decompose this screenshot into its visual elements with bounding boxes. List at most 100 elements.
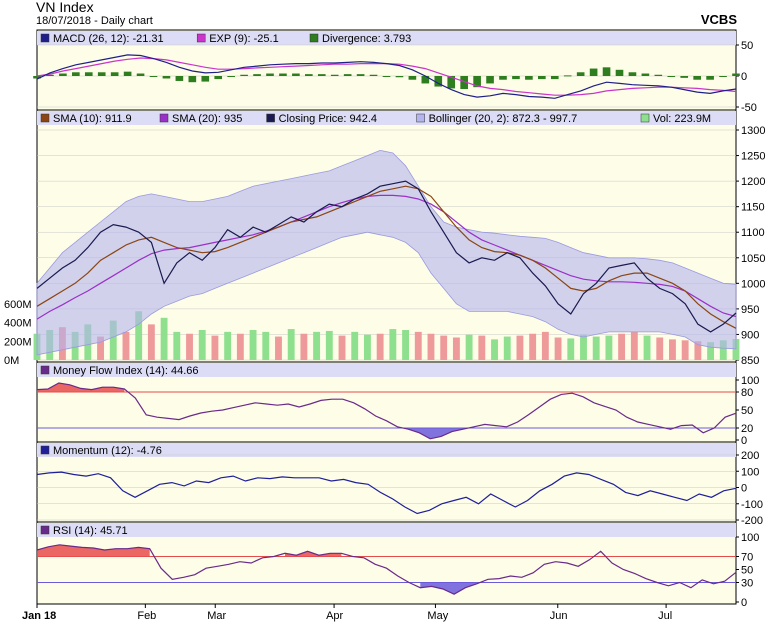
- y-tick-label: 0: [741, 71, 747, 83]
- divergence-bar: [680, 76, 689, 78]
- divergence-bar: [550, 76, 559, 80]
- divergence-bar: [214, 76, 223, 80]
- divergence-bar: [175, 76, 184, 81]
- divergence-bar: [732, 73, 740, 76]
- divergence-bar: [123, 71, 132, 76]
- legend-entry: Closing Price: 942.4: [279, 113, 377, 125]
- overbought-fill: [37, 544, 150, 557]
- x-tick-label: Jan 18: [22, 610, 56, 622]
- x-tick-label: Jul: [658, 610, 672, 622]
- divergence-bar: [149, 76, 158, 77]
- x-tick-label: Apr: [326, 610, 343, 622]
- oversold-fill: [408, 428, 463, 439]
- legend-entry: EXP (9): -25.1: [209, 33, 279, 45]
- divergence-bar: [563, 75, 572, 77]
- legend-entry: Bollinger (20, 2): 872.3 - 997.7: [429, 113, 578, 125]
- oversold-fill: [420, 582, 477, 595]
- divergence-bar: [693, 76, 701, 80]
- y-tick-label: 0: [741, 435, 747, 447]
- chart-title: VN Index: [36, 0, 94, 15]
- divergence-bar: [421, 76, 430, 84]
- volume-bar: [402, 330, 409, 360]
- divergence-bar: [162, 76, 171, 79]
- y-tick-label: 1300: [741, 125, 765, 137]
- divergence-bar: [201, 76, 210, 82]
- x-tick-label: May: [427, 610, 448, 622]
- legend-bar: [37, 363, 736, 377]
- y-tick-label: 900: [741, 329, 759, 341]
- volume-bar: [427, 333, 435, 360]
- divergence-bar: [227, 76, 235, 77]
- legend-swatch: [159, 113, 169, 123]
- volume-bar: [389, 329, 397, 360]
- volume-bar: [694, 341, 702, 360]
- volume-bar: [249, 330, 257, 360]
- divergence-bar: [72, 72, 80, 76]
- divergence-bar: [641, 73, 650, 76]
- close-line: [36, 180, 737, 333]
- divergence-bar: [317, 74, 326, 76]
- volume-bar: [313, 331, 321, 360]
- indicator-line: [36, 471, 737, 515]
- legend-entry: Money Flow Index (14): 44.66: [53, 365, 199, 377]
- divergence-bar: [538, 76, 546, 80]
- legend-entry: MACD (26, 12): -21.31: [53, 33, 164, 45]
- divergence-bar: [576, 72, 585, 76]
- divergence-bar: [486, 76, 494, 84]
- volume-bar: [643, 335, 651, 360]
- y-tick-label: 950: [741, 304, 759, 316]
- divergence-bar: [110, 72, 119, 76]
- volume-bar: [351, 331, 359, 360]
- divergence-bar: [654, 74, 663, 76]
- volume-bar: [440, 335, 448, 360]
- divergence-bar: [525, 76, 533, 80]
- legend-bar: [37, 31, 736, 45]
- divergence-bar: [615, 69, 624, 76]
- volume-tick-label: 200M: [4, 336, 32, 348]
- legend-swatch: [40, 33, 50, 43]
- legend-swatch: [40, 445, 50, 455]
- legend-entry: Vol: 223.9M: [653, 113, 711, 125]
- chart-source: VCBS: [700, 12, 737, 27]
- volume-bar: [669, 339, 676, 360]
- bollinger-band: [36, 149, 737, 356]
- divergence-bar: [473, 76, 481, 88]
- volume-bar: [452, 337, 460, 360]
- y-tick-label: 0: [741, 597, 747, 609]
- divergence-bar: [512, 76, 520, 80]
- legend-swatch: [266, 113, 275, 123]
- divergence-bar: [667, 76, 676, 77]
- divergence-bar: [382, 76, 391, 77]
- legend-entry: SMA (10): 911.9: [53, 113, 132, 125]
- volume-bar: [97, 336, 104, 360]
- volume-bar: [300, 333, 308, 360]
- y-tick-label: 850: [741, 355, 759, 367]
- legend-entry: SMA (20): 935: [172, 113, 242, 125]
- y-tick-label: 100: [741, 375, 759, 387]
- divergence-bar: [33, 76, 41, 79]
- volume-bar: [541, 331, 549, 360]
- volume-bar: [491, 339, 498, 360]
- volume-bar: [364, 334, 371, 360]
- y-tick-label: 1100: [741, 227, 765, 239]
- volume-bar: [732, 339, 740, 360]
- indicator-line: [36, 382, 737, 440]
- x-tick-label: Feb: [137, 610, 156, 622]
- divergence-bar: [589, 68, 598, 76]
- volume-bar: [529, 333, 537, 360]
- volume-bar: [465, 334, 473, 360]
- y-tick-label: -200: [741, 515, 763, 527]
- volume-bar: [656, 337, 664, 360]
- y-tick-label: -100: [741, 499, 763, 511]
- y-tick-label: 1000: [741, 278, 765, 290]
- divergence-bar: [602, 67, 611, 76]
- volume-bar: [719, 340, 727, 360]
- y-tick-label: 1050: [741, 253, 765, 265]
- macd-line: [36, 54, 737, 99]
- x-tick-label: Mar: [207, 610, 226, 622]
- divergence-bar: [356, 74, 365, 76]
- volume-bar: [275, 336, 282, 360]
- y-tick-label: 50: [741, 565, 753, 577]
- divergence-bar: [499, 76, 507, 80]
